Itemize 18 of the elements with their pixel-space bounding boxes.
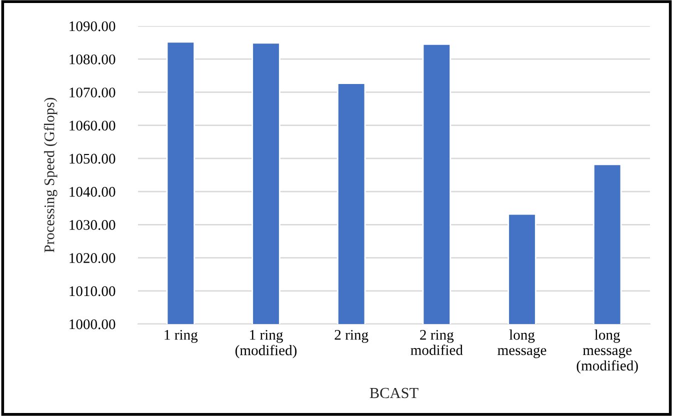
y-tick-label: 1050.00 — [70, 154, 116, 164]
y-tick-label: 1020.00 — [70, 253, 116, 264]
y-axis-title: Processing Speed (Gflops) — [44, 98, 58, 252]
x-tick-label: 2 ring modified — [410, 330, 463, 356]
y-tick-label: 1090.00 — [70, 21, 116, 32]
x-tick-label: 1 ring (modified) — [235, 330, 297, 358]
x-tick-label: 1 ring — [164, 330, 198, 343]
y-tick-label: 1010.00 — [70, 286, 116, 296]
y-tick-label: 1000.00 — [70, 319, 116, 330]
x-tick-label: long message — [498, 330, 546, 358]
y-tick-label: 1080.00 — [70, 54, 116, 64]
y-tick-label: 1060.00 — [70, 120, 116, 131]
y-tick-label: 1030.00 — [70, 220, 116, 230]
x-tick-label: 2 ring — [334, 330, 368, 343]
x-tick-label: long message (modified) — [576, 330, 638, 374]
y-tick-label: 1040.00 — [70, 186, 116, 197]
y-tick-label: 1070.00 — [70, 88, 116, 98]
x-axis-title: BCAST — [370, 388, 418, 398]
